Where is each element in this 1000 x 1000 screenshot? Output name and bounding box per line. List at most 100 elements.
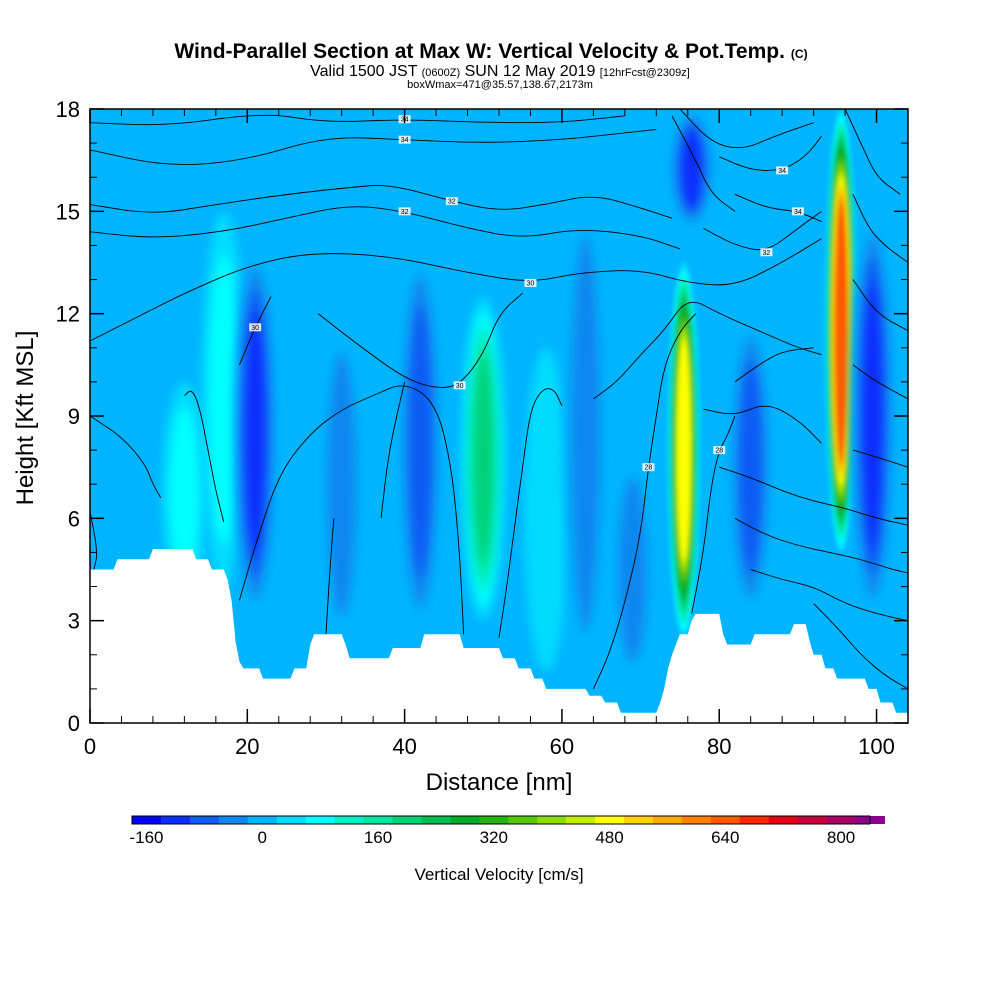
theta-contour <box>750 569 908 622</box>
colorbar-swatch <box>132 816 162 824</box>
velocity-band <box>738 359 764 575</box>
colorbar-swatch <box>508 816 538 824</box>
y-tick-label: 18 <box>56 97 80 122</box>
theta-contour <box>184 390 225 522</box>
colorbar-swatch <box>247 816 278 824</box>
colorbar-tick-label: -160 <box>129 828 163 847</box>
contour-label: 34 <box>794 209 802 216</box>
theta-contour <box>852 449 908 468</box>
velocity-band <box>407 304 433 579</box>
colorbar-swatch <box>189 816 220 824</box>
contour-label-bg <box>776 166 789 175</box>
theta-contour <box>703 210 822 251</box>
velocity-band <box>326 352 357 617</box>
theta-contour <box>671 115 736 212</box>
velocity-feature <box>667 262 700 638</box>
x-tick-label: 40 <box>392 734 416 759</box>
contour-label: 30 <box>527 280 535 287</box>
contour-label: 34 <box>401 137 409 144</box>
y-tick-label: 15 <box>56 199 80 224</box>
colorbar-swatch <box>160 816 191 824</box>
theta-contour <box>593 301 822 400</box>
theta-contour <box>90 206 681 250</box>
theta-contour <box>325 518 335 635</box>
contour-label-bg <box>398 207 411 216</box>
theta-contour <box>844 109 901 195</box>
theta-contour <box>734 517 908 574</box>
colorbar-label: Vertical Velocity [cm/s] <box>414 865 583 884</box>
y-axis-label: Height [Kft MSL] <box>12 331 39 506</box>
velocity-feature <box>233 245 278 621</box>
colorbar-tick-label: 0 <box>258 828 267 847</box>
velocity-feature <box>398 245 443 638</box>
colorbar-swatch <box>392 816 422 824</box>
theta-contours: 343432323030302828323434 <box>90 109 908 690</box>
x-tick-label: 0 <box>84 734 96 759</box>
theta-contour <box>90 238 822 342</box>
theta-contour <box>719 466 908 526</box>
plot-area: 343432323030302828323434 <box>89 108 909 724</box>
colorbar-swatch <box>739 816 770 824</box>
velocity-feature <box>461 296 506 621</box>
chart-subtitle: Valid 1500 JST (0600Z) SUN 12 May 2019 [… <box>310 63 690 80</box>
colorbar-swatch <box>652 816 683 824</box>
velocity-band <box>834 202 848 459</box>
contour-label-bg <box>760 248 773 257</box>
velocity-band <box>243 308 267 558</box>
y-tick-label: 9 <box>68 404 80 429</box>
velocity-feature <box>850 211 895 621</box>
velocity-feature <box>825 109 858 553</box>
velocity-feature <box>162 381 207 604</box>
contour-label: 30 <box>251 325 259 332</box>
velocity-feature <box>563 177 608 689</box>
theta-contour <box>239 385 465 635</box>
contour-label-bg <box>445 197 458 206</box>
theta-contour <box>703 405 822 444</box>
contour-label-bg <box>398 135 411 144</box>
colorbar-swatch <box>537 816 567 824</box>
colorbar-swatch <box>826 816 857 824</box>
velocity-feature <box>524 347 569 672</box>
x-tick-labels: 0 20 40 60 80 100 <box>84 734 895 759</box>
contour-label: 32 <box>401 209 409 216</box>
theta-contour <box>852 364 908 400</box>
velocity-band <box>861 280 884 552</box>
theta-contour <box>734 347 814 383</box>
theta-contour <box>380 381 406 519</box>
colorbar-swatch <box>363 816 393 824</box>
colorbar-swatch <box>305 816 336 824</box>
colorbar-frame <box>131 815 871 825</box>
theta-contour <box>691 415 736 614</box>
colorbar-tick-label: 480 <box>595 828 623 847</box>
x-tick-label: 100 <box>858 734 895 759</box>
contour-label: 30 <box>456 383 464 390</box>
colorbar-tick-label: 640 <box>711 828 739 847</box>
velocity-band <box>680 129 703 209</box>
velocity-band <box>677 339 691 561</box>
x-tick-label: 80 <box>707 734 731 759</box>
colorbar-swatch <box>595 816 625 824</box>
colorbar-swatch <box>450 816 480 824</box>
velocity-band <box>472 354 494 563</box>
velocity-band <box>208 253 239 545</box>
theta-contour <box>813 603 908 690</box>
theta-contour <box>719 136 822 171</box>
x-axis-label: Distance [nm] <box>426 769 573 796</box>
y-tick-label: 3 <box>68 609 80 634</box>
theta-contour <box>317 292 523 388</box>
chart-title: Wind-Parallel Section at Max W: Vertical… <box>174 40 807 63</box>
colorbar-tick-label: 320 <box>480 828 508 847</box>
contour-label: 32 <box>448 199 456 206</box>
contour-label-bg <box>791 207 804 216</box>
colorbar-swatch <box>710 816 741 824</box>
theta-contour <box>239 296 272 366</box>
y-tick-label: 0 <box>68 711 80 736</box>
contour-label-bg <box>713 446 726 455</box>
theta-contour <box>852 194 908 263</box>
colorbar-swatch <box>566 816 596 824</box>
contour-label: 28 <box>715 448 723 455</box>
plot-frame <box>89 108 909 724</box>
contour-label-bg <box>524 278 537 287</box>
colorbar-swatch <box>681 816 712 824</box>
